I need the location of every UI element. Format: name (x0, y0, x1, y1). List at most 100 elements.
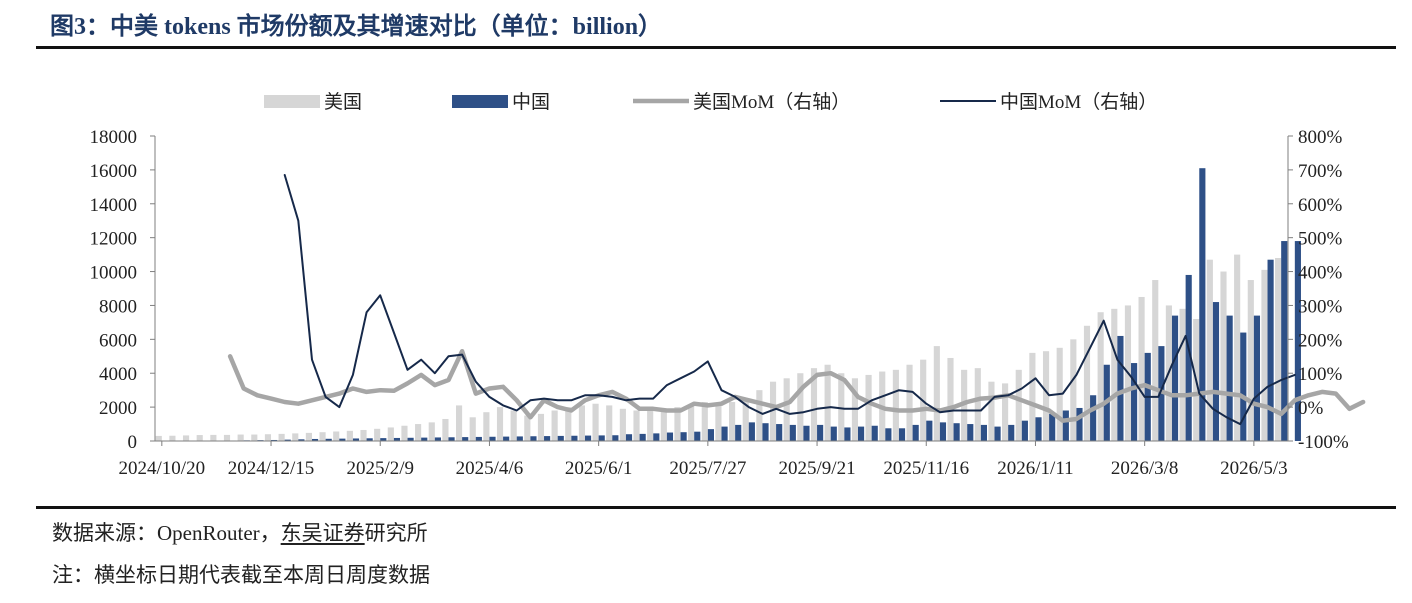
legend: 美国 中国 美国MoM（右轴） 中国MoM（右轴） (264, 91, 1157, 113)
cn-bar (1253, 315, 1261, 441)
us-bar (223, 434, 231, 441)
legend-swatch-0 (264, 95, 320, 108)
bottom-rule (36, 506, 1396, 509)
us-bar (1029, 352, 1036, 441)
cn-bar (1281, 241, 1288, 441)
source-suffix: 研究所 (364, 521, 428, 545)
left-tick-label: 16000 (90, 161, 138, 182)
left-tick-label: 10000 (90, 263, 138, 284)
source-org: 东吴证券 (280, 521, 365, 545)
cn-bar (1117, 335, 1124, 441)
right-tick-label: 200% (1298, 330, 1343, 351)
us-bar (401, 425, 408, 441)
us-bar (1083, 325, 1091, 441)
cn-bar (748, 422, 755, 441)
cn-bar (516, 436, 523, 441)
cn-bar (1185, 274, 1192, 441)
us-bar (169, 435, 176, 441)
cn-bar (598, 435, 605, 441)
cn-bar (858, 426, 865, 441)
cn-bar (817, 424, 824, 441)
cn-bar (830, 426, 837, 441)
cn-bar (366, 438, 373, 441)
us-bar (524, 415, 531, 441)
us-bar (1220, 271, 1227, 441)
cn-bar (1199, 168, 1206, 441)
cn-bar (1212, 302, 1220, 441)
us-bar (319, 432, 326, 441)
us-bar (360, 429, 367, 441)
right-tick-label: 300% (1298, 296, 1343, 317)
cn-bar-series (161, 168, 1301, 441)
mom-line-series (227, 174, 1366, 426)
us-bar (210, 434, 217, 441)
us-bar (701, 402, 708, 441)
cn-bar (912, 424, 919, 441)
cn-bar (1049, 413, 1056, 441)
cn-bar (584, 435, 592, 441)
us-bar (933, 346, 940, 441)
x-tick-label: 2025/11/16 (883, 458, 969, 479)
cn-bar (393, 437, 401, 441)
cn-bar (380, 438, 387, 441)
cn-bar (939, 422, 947, 441)
cn-bar (898, 428, 906, 441)
right-tick-label: -100% (1298, 432, 1349, 453)
x-tick-label: 2026/1/11 (997, 458, 1073, 479)
us-bar (537, 413, 545, 441)
us-bar (428, 422, 435, 441)
cn-bar (1226, 315, 1233, 441)
us-bar (1247, 280, 1254, 441)
us-mom-line (227, 348, 1366, 423)
x-tick-label: 2025/6/1 (565, 458, 633, 479)
cn-bar (694, 431, 701, 441)
us-bar (633, 410, 640, 441)
cn-bar (462, 437, 469, 441)
us-bar (892, 369, 899, 441)
us-bar (592, 403, 599, 441)
right-tick-label: 0% (1298, 398, 1324, 419)
us-bar (387, 427, 394, 441)
us-bar (510, 410, 517, 441)
cn-bar (503, 436, 510, 441)
cn-bar (434, 437, 441, 441)
footnote: 注：横坐标日期代表截至本周日周度数据 (52, 563, 430, 587)
cn-bar (475, 436, 482, 441)
us-bar (742, 398, 749, 441)
left-tick-label: 6000 (99, 330, 137, 351)
left-tick-label: 8000 (99, 296, 137, 317)
us-bar (565, 407, 572, 441)
right-tick-label: 700% (1298, 161, 1343, 182)
cn-bar (639, 433, 646, 441)
cn-bar (1076, 407, 1083, 441)
cn-bar (653, 433, 660, 441)
us-bar (442, 418, 449, 441)
us-bar (838, 373, 845, 441)
cn-bar (298, 439, 305, 441)
cn-bar (789, 424, 796, 441)
cn-bar (1021, 420, 1028, 441)
us-bar (374, 428, 381, 441)
cn-bar (680, 432, 687, 441)
us-bar (988, 381, 995, 441)
cn-bar (1035, 417, 1042, 441)
us-bar (182, 435, 190, 441)
us-bar (415, 424, 422, 441)
legend-swatch-1 (452, 95, 508, 108)
us-bar (346, 430, 353, 441)
cn-bar (1008, 424, 1015, 441)
us-bar (1206, 259, 1213, 441)
axes: 0 2000 4000 6000 8000 10000 12000 14000 16000 180… (90, 127, 1349, 479)
data-source: 数据来源：OpenRouter，东吴证券研究所 (52, 517, 428, 547)
us-bar (237, 434, 244, 441)
legend-label-1: 中国 (512, 91, 550, 113)
cn-bar (926, 420, 933, 441)
us-bar (660, 410, 667, 441)
left-tick-label: 14000 (90, 195, 138, 216)
cn-bar (625, 434, 633, 441)
cn-bar (980, 424, 988, 441)
cn-bar (953, 423, 960, 441)
cn-bar (571, 435, 578, 441)
us-bar (906, 364, 913, 441)
us-bar (1111, 308, 1118, 441)
